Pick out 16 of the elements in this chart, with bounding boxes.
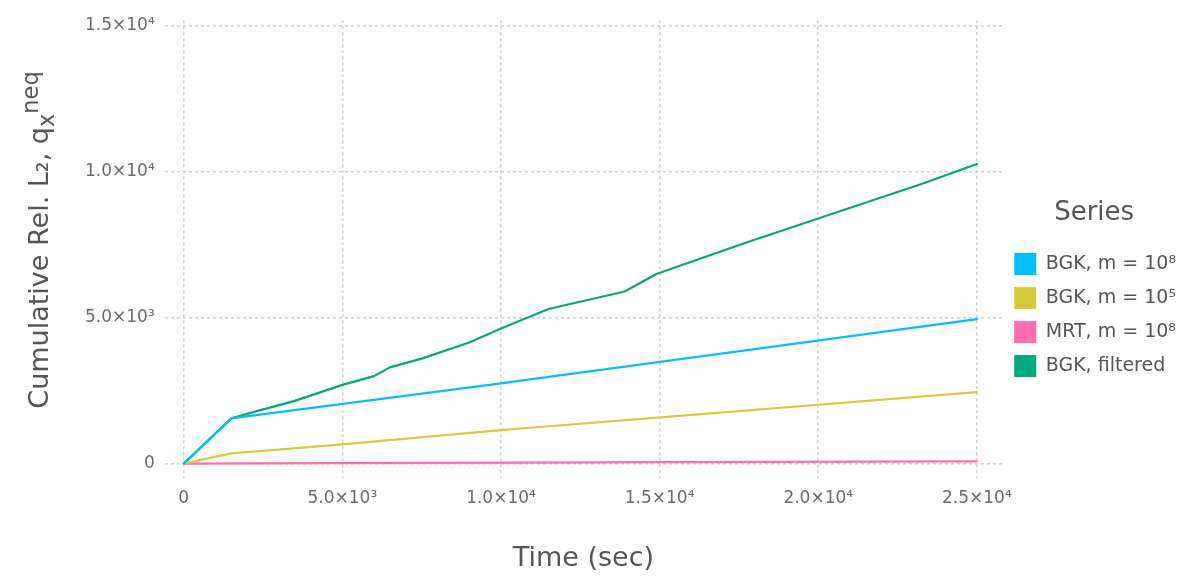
x-tick-label: 1.5×10⁴: [624, 486, 695, 507]
legend-label: BGK, m = 10⁵: [1045, 285, 1176, 308]
legend-label: BGK, m = 10⁸: [1045, 251, 1176, 274]
y-tick-label: 1.5×10⁴: [84, 14, 155, 35]
x-tick-label: 0: [178, 486, 190, 507]
x-axis-title: Time (sec): [511, 540, 655, 572]
x-tick-label: 2.5×10⁴: [941, 486, 1012, 507]
x-tick-label: 1.0×10⁴: [466, 486, 537, 507]
legend-label: MRT, m = 10⁸: [1045, 319, 1176, 342]
legend-label: BGK, filtered: [1045, 353, 1166, 376]
x-tick-label: 2.0×10⁴: [783, 486, 854, 507]
y-tick-label: 0: [143, 452, 155, 473]
y-tick-label: 1.0×10⁴: [84, 160, 155, 181]
legend-title: Series: [1054, 195, 1135, 226]
y-tick-label: 5.0×10³: [84, 306, 155, 327]
x-tick-label: 5.0×10³: [307, 486, 378, 507]
